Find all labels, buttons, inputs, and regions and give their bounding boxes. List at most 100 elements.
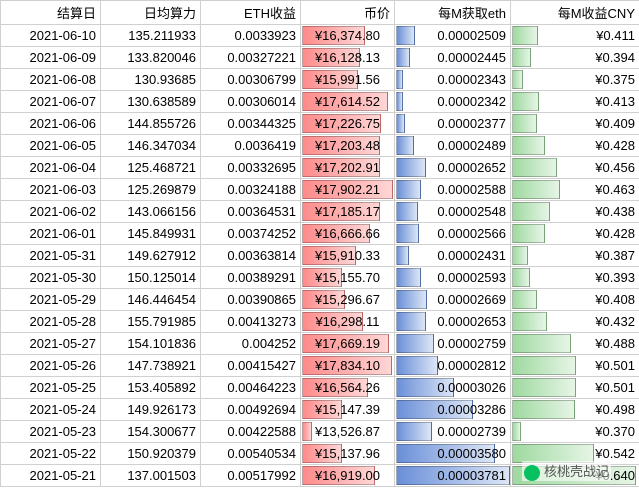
cell-per-m-cny: ¥0.413 bbox=[511, 91, 639, 113]
mining-earnings-table: 结算日 日均算力 ETH收益 币价 每M获取eth 每M收益CNY 2021-0… bbox=[0, 0, 639, 487]
cell-date: 2021-06-05 bbox=[1, 135, 101, 157]
cell-per-m-cny: ¥0.411 bbox=[511, 25, 639, 47]
cell-eth-earning: 0.00374252 bbox=[201, 223, 301, 245]
cell-per-m-cny: ¥0.432 bbox=[511, 311, 639, 333]
cell-eth-earning: 0.00306799 bbox=[201, 69, 301, 91]
cell-per-m-eth: 0.00002489 bbox=[395, 135, 511, 157]
cell-per-m-eth: 0.00003286 bbox=[395, 399, 511, 421]
cell-per-m-eth: 0.00002593 bbox=[395, 267, 511, 289]
table-row: 2021-05-26147.7389210.00415427¥17,834.10… bbox=[1, 355, 639, 377]
cell-per-m-cny: ¥0.501 bbox=[511, 355, 639, 377]
cell-price: ¥15,155.70 bbox=[301, 267, 395, 289]
cell-price: ¥13,526.87 bbox=[301, 421, 395, 443]
cell-date: 2021-05-24 bbox=[1, 399, 101, 421]
cell-eth-earning: 0.00390865 bbox=[201, 289, 301, 311]
cell-per-m-cny: ¥0.387 bbox=[511, 245, 639, 267]
table-row: 2021-05-23154.3006770.00422588¥13,526.87… bbox=[1, 421, 639, 443]
cell-hashrate: 125.269879 bbox=[101, 179, 201, 201]
cell-per-m-eth: 0.00002652 bbox=[395, 157, 511, 179]
header-date: 结算日 bbox=[1, 1, 101, 25]
cell-hashrate: 149.627912 bbox=[101, 245, 201, 267]
cell-per-m-cny: ¥0.393 bbox=[511, 267, 639, 289]
cell-eth-earning: 0.0033923 bbox=[201, 25, 301, 47]
cell-hashrate: 135.211933 bbox=[101, 25, 201, 47]
cell-hashrate: 145.849931 bbox=[101, 223, 201, 245]
cell-eth-earning: 0.00422588 bbox=[201, 421, 301, 443]
table-row: 2021-05-30150.1250140.00389291¥15,155.70… bbox=[1, 267, 639, 289]
cell-eth-earning: 0.004252 bbox=[201, 333, 301, 355]
cell-hashrate: 130.93685 bbox=[101, 69, 201, 91]
cell-date: 2021-06-07 bbox=[1, 91, 101, 113]
table-row: 2021-05-27154.1018360.004252¥17,669.190.… bbox=[1, 333, 639, 355]
table-row: 2021-06-07130.6385890.00306014¥17,614.52… bbox=[1, 91, 639, 113]
cell-date: 2021-05-22 bbox=[1, 443, 101, 465]
cell-price: ¥16,128.13 bbox=[301, 47, 395, 69]
cell-eth-earning: 0.00327221 bbox=[201, 47, 301, 69]
table-row: 2021-06-09133.8200460.00327221¥16,128.13… bbox=[1, 47, 639, 69]
cell-per-m-eth: 0.00002509 bbox=[395, 25, 511, 47]
cell-eth-earning: 0.00492694 bbox=[201, 399, 301, 421]
cell-per-m-cny: ¥0.488 bbox=[511, 333, 639, 355]
cell-price: ¥17,185.17 bbox=[301, 201, 395, 223]
cell-eth-earning: 0.00332695 bbox=[201, 157, 301, 179]
table-row: 2021-06-08130.936850.00306799¥15,991.560… bbox=[1, 69, 639, 91]
table-row: 2021-06-04125.4687210.00332695¥17,202.91… bbox=[1, 157, 639, 179]
table-row: 2021-06-03125.2698790.00324188¥17,902.21… bbox=[1, 179, 639, 201]
cell-hashrate: 155.791985 bbox=[101, 311, 201, 333]
table-row: 2021-06-01145.8499310.00374252¥16,666.66… bbox=[1, 223, 639, 245]
cell-date: 2021-06-03 bbox=[1, 179, 101, 201]
cell-per-m-eth: 0.00002588 bbox=[395, 179, 511, 201]
header-hash: 日均算力 bbox=[101, 1, 201, 25]
cell-per-m-eth: 0.00002812 bbox=[395, 355, 511, 377]
cell-per-m-eth: 0.00002343 bbox=[395, 69, 511, 91]
header-row: 结算日 日均算力 ETH收益 币价 每M获取eth 每M收益CNY bbox=[1, 1, 639, 25]
cell-price: ¥17,902.21 bbox=[301, 179, 395, 201]
cell-per-m-cny: ¥0.409 bbox=[511, 113, 639, 135]
table-row: 2021-05-29146.4464540.00390865¥15,296.67… bbox=[1, 289, 639, 311]
cell-per-m-cny: ¥0.428 bbox=[511, 135, 639, 157]
table-row: 2021-05-24149.9261730.00492694¥15,147.39… bbox=[1, 399, 639, 421]
cell-date: 2021-06-06 bbox=[1, 113, 101, 135]
cell-price: ¥17,614.52 bbox=[301, 91, 395, 113]
cell-per-m-eth: 0.00002445 bbox=[395, 47, 511, 69]
table-row: 2021-06-10135.2119330.0033923¥16,374.800… bbox=[1, 25, 639, 47]
cell-per-m-cny: ¥0.438 bbox=[511, 201, 639, 223]
cell-per-m-eth: 0.00002566 bbox=[395, 223, 511, 245]
cell-date: 2021-05-27 bbox=[1, 333, 101, 355]
cell-price: ¥16,919.00 bbox=[301, 465, 395, 487]
cell-eth-earning: 0.00344325 bbox=[201, 113, 301, 135]
wechat-source-watermark: 核桃壳战记 bbox=[522, 461, 611, 481]
cell-hashrate: 154.300677 bbox=[101, 421, 201, 443]
cell-eth-earning: 0.00464223 bbox=[201, 377, 301, 399]
cell-hashrate: 137.001503 bbox=[101, 465, 201, 487]
cell-per-m-eth: 0.00003781 bbox=[395, 465, 511, 487]
cell-per-m-cny: ¥0.501 bbox=[511, 377, 639, 399]
cell-per-m-cny: ¥0.394 bbox=[511, 47, 639, 69]
cell-date: 2021-05-31 bbox=[1, 245, 101, 267]
cell-per-m-cny: ¥0.428 bbox=[511, 223, 639, 245]
cell-per-m-cny: ¥0.375 bbox=[511, 69, 639, 91]
cell-date: 2021-06-08 bbox=[1, 69, 101, 91]
cell-eth-earning: 0.00517992 bbox=[201, 465, 301, 487]
cell-hashrate: 143.066156 bbox=[101, 201, 201, 223]
cell-per-m-eth: 0.00002669 bbox=[395, 289, 511, 311]
cell-date: 2021-05-23 bbox=[1, 421, 101, 443]
cell-per-m-eth: 0.00002377 bbox=[395, 113, 511, 135]
table-row: 2021-06-02143.0661560.00364531¥17,185.17… bbox=[1, 201, 639, 223]
cell-hashrate: 147.738921 bbox=[101, 355, 201, 377]
cell-eth-earning: 0.00364531 bbox=[201, 201, 301, 223]
cell-date: 2021-05-26 bbox=[1, 355, 101, 377]
cell-date: 2021-05-30 bbox=[1, 267, 101, 289]
cell-hashrate: 144.855726 bbox=[101, 113, 201, 135]
cell-price: ¥17,834.10 bbox=[301, 355, 395, 377]
cell-per-m-cny: ¥0.370 bbox=[511, 421, 639, 443]
cell-price: ¥17,203.48 bbox=[301, 135, 395, 157]
cell-eth-earning: 0.00306014 bbox=[201, 91, 301, 113]
cell-eth-earning: 0.00389291 bbox=[201, 267, 301, 289]
cell-eth-earning: 0.00324188 bbox=[201, 179, 301, 201]
header-cny: 每M收益CNY bbox=[511, 1, 639, 25]
cell-hashrate: 133.820046 bbox=[101, 47, 201, 69]
cell-hashrate: 130.638589 bbox=[101, 91, 201, 113]
cell-per-m-eth: 0.00002653 bbox=[395, 311, 511, 333]
cell-eth-earning: 0.00415427 bbox=[201, 355, 301, 377]
